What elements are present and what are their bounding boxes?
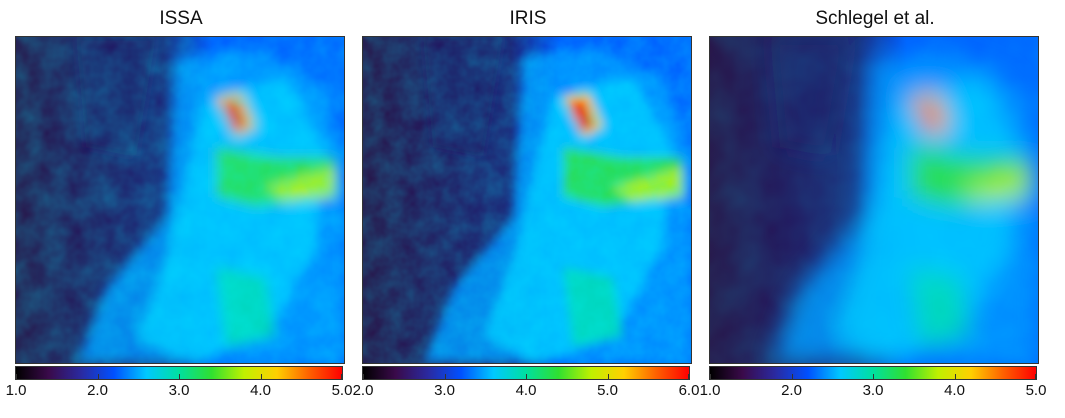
map-image: [362, 36, 692, 364]
colorbar-label: 2.0: [87, 382, 108, 399]
panel-issa: ISSA 1.0 2.0 3.0 4.0 5.0: [6, 0, 353, 418]
colorbar-tick: [16, 374, 17, 379]
colorbar-tick: [97, 374, 99, 379]
colorbar-tick: [954, 374, 956, 379]
colorbar-tick: [444, 374, 446, 379]
colorbar-label: 4.0: [250, 382, 271, 399]
colorbar-label: 6.0: [678, 382, 700, 399]
colorbar-label: 3.0: [862, 382, 884, 399]
colorbar-tick: [1035, 374, 1036, 379]
map-image: [709, 36, 1039, 364]
colorbar-ticks: [15, 374, 343, 380]
colorbar-label: 5.0: [597, 382, 618, 399]
colorbar-ticks: [709, 374, 1037, 380]
map-image: [15, 36, 345, 364]
colorbar-labels: 1.0 2.0 3.0 4.0 5.0: [700, 382, 1049, 402]
colorbar-label: 2.0: [781, 382, 802, 399]
colorbar-tick: [873, 374, 874, 379]
colorbar-tick: [710, 374, 711, 379]
colorbar-tick: [688, 374, 689, 379]
colorbar-label: 3.0: [434, 382, 455, 399]
colorbar-tick: [363, 374, 364, 379]
colorbar-tick: [791, 374, 793, 379]
colorbar-tick: [526, 374, 527, 379]
colorbar-tick: [260, 374, 262, 379]
colorbar-label: 1.0: [5, 382, 27, 399]
colorbar-label: 5.0: [1025, 382, 1047, 399]
colorbar-label: 3.0: [168, 382, 190, 399]
colorbar-tick: [179, 374, 180, 379]
colorbar-label: 4.0: [944, 382, 965, 399]
panel-schlegel: Schlegel et al. 1.0 2.0 3.0 4.0 5.0: [700, 0, 1047, 418]
colorbar-tick: [341, 374, 342, 379]
colorbar-label: 2.0: [352, 382, 374, 399]
panel-title: Schlegel et al.: [815, 8, 935, 29]
colorbar-label: 1.0: [699, 382, 721, 399]
panel-iris: IRIS 2.0 3.0 4.0 5.0 6.0: [353, 0, 700, 418]
colorbar-labels: 2.0 3.0 4.0 5.0 6.0: [353, 382, 702, 402]
colorbar-label: 4.0: [515, 382, 537, 399]
colorbar-tick: [607, 374, 609, 379]
panel-title: IRIS: [509, 8, 547, 29]
panel-title: ISSA: [159, 8, 203, 29]
colorbar-label: 5.0: [331, 382, 353, 399]
colorbar-labels: 1.0 2.0 3.0 4.0 5.0: [6, 382, 355, 402]
colorbar-ticks: [362, 374, 690, 380]
